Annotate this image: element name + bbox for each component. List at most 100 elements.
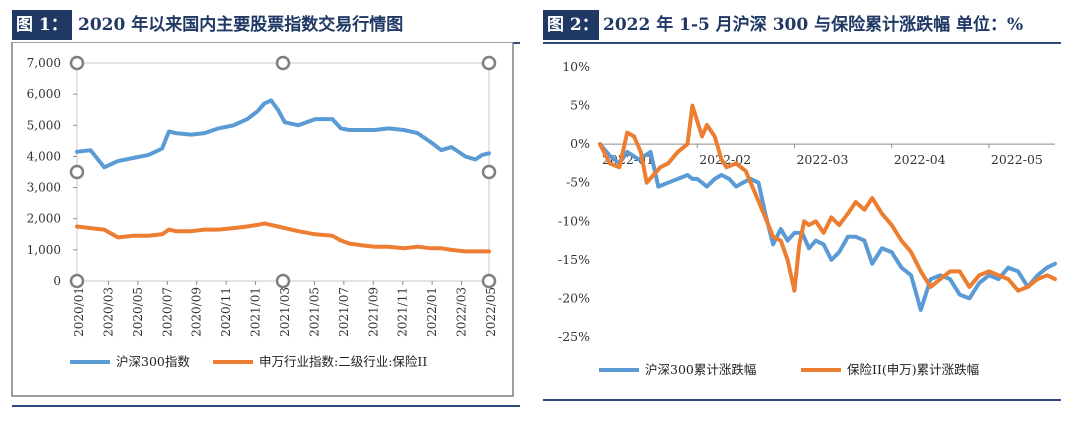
chart2-series-2-point	[823, 232, 825, 234]
chart1-series-2-point	[76, 226, 78, 227]
chart2-series-2-point	[646, 182, 648, 184]
chart1-series-2-point	[464, 250, 466, 252]
chart2-legend-label: 保险II(申万)累计涨跌幅	[847, 362, 979, 377]
resize-handle-icon[interactable]	[275, 55, 291, 71]
resize-handle-icon[interactable]	[481, 55, 497, 71]
chart2-series-2-point	[1027, 286, 1029, 288]
chart1-series-2-point	[175, 230, 177, 232]
chart1-series-2-point	[103, 229, 105, 231]
chart1-x-tick-label: 2020/07	[160, 287, 174, 337]
chart1-series-2-point	[161, 233, 163, 235]
resize-handle-icon[interactable]	[481, 273, 497, 289]
chart2-series-1-point	[638, 159, 640, 161]
figure2-bottom-rule	[543, 399, 1061, 401]
chart1-series-2-point	[403, 247, 405, 249]
chart2-series-2-point	[780, 240, 782, 242]
resize-handle-icon[interactable]	[275, 273, 291, 289]
resize-handle-icon[interactable]	[69, 55, 85, 71]
chart1-x-tick-label: 2020/03	[101, 287, 115, 337]
chart2-series-2-point	[735, 162, 737, 164]
chart2-series-1-point	[793, 232, 795, 234]
chart1-series-2-point	[474, 250, 476, 252]
figure1-title-bar: 图 1： 2020 年以来国内主要股票指数交易行情图	[12, 8, 520, 44]
resize-handle-icon[interactable]	[481, 164, 497, 180]
chart1-series-1	[75, 98, 491, 170]
resize-handle-icon[interactable]	[69, 164, 85, 180]
chart1-y-tick-label: 6,000	[27, 87, 61, 101]
chart2-series-1-point	[968, 297, 970, 299]
chart2-series-2-point	[745, 170, 747, 172]
chart1-series-1-point	[90, 149, 92, 151]
chart2-series-2-point	[838, 224, 840, 226]
chart2-series-2-point	[725, 166, 727, 168]
chart1-series-2-point	[263, 222, 265, 224]
chart2-series-1-point	[930, 278, 932, 280]
figure1-chart[interactable]: 0 1,000 2,000 3,000 4,000 5,000 6,000 7,000 202…	[0, 42, 520, 402]
chart2-series-1-point	[949, 278, 951, 280]
figure2-panel: 图 2： 2022 年 1-5 月沪深 300 与保险累计涨跌幅 单位：% -2…	[543, 0, 1063, 421]
chart1-series-1-point	[374, 129, 376, 131]
chart1-series-1-point	[331, 118, 333, 120]
chart2-series-2-point	[871, 197, 873, 199]
chart1-series-1-point	[246, 118, 248, 120]
chart2-series-1-point	[863, 240, 865, 242]
chart1-series-1-point	[417, 132, 418, 134]
chart1-x-tick-label: 2020/09	[190, 287, 204, 337]
chart2-series-2-point	[1054, 278, 1056, 280]
chart1-series-1-point	[76, 151, 78, 153]
chart2-series-2-point	[599, 143, 601, 145]
chart1-series-1-point	[263, 103, 265, 104]
chart2-series-2-point	[667, 162, 669, 164]
chart2-series-2-point	[1037, 278, 1038, 280]
figure2-title: 2022 年 1-5 月沪深 300 与保险累计涨跌幅 单位：%	[603, 15, 1024, 35]
chart1-series-2-point	[270, 224, 272, 226]
chart2-series-2-point	[1007, 278, 1009, 280]
chart1-series-2-point	[374, 246, 376, 248]
chart2-series-1-point	[650, 151, 652, 153]
chart1-series-2-point	[440, 247, 442, 249]
chart2-series-1-point	[855, 236, 857, 238]
chart2-series-2-point	[787, 259, 789, 261]
chart2-series-1-point	[677, 178, 679, 180]
chart2-series-2-point	[855, 201, 857, 203]
chart1-series-2-point	[277, 226, 279, 227]
chart1-series-1-point	[314, 118, 316, 120]
chart2-series-1-point	[691, 178, 693, 180]
chart2-series-2-point	[900, 240, 902, 242]
chart2-series-1-point	[871, 263, 873, 265]
chart1-series-2-point	[246, 226, 248, 227]
chart2-series-1-point	[667, 182, 669, 184]
chart2-series-2-point	[863, 209, 865, 211]
chart2-series-1-point	[900, 267, 902, 269]
chart1-series-2-point	[168, 229, 170, 231]
chart2-series-group	[598, 103, 1057, 312]
chart1-selection-handles[interactable]	[69, 55, 497, 289]
chart1-series-2-point	[481, 250, 483, 252]
chart1-x-tick-label: 2021/07	[337, 287, 351, 337]
chart2-series-2-point	[659, 166, 661, 168]
chart2-series-1-point	[891, 251, 893, 253]
chart1-y-tick-label: 2,000	[27, 212, 61, 226]
chart2-series-2-point	[1046, 274, 1048, 276]
chart1-y-tick-label: 4,000	[27, 149, 61, 163]
chart2-x-tick-label: 2022-05	[991, 152, 1043, 167]
chart2-series-2-point	[920, 270, 922, 272]
chart2-y-tick-label: -10%	[558, 213, 590, 228]
chart2-series-1-point	[706, 186, 708, 188]
chart1-series-1-point	[403, 129, 405, 131]
resize-handle-icon[interactable]	[69, 273, 85, 289]
chart2-series-1-point	[714, 178, 716, 180]
chart1-series-1-point	[297, 124, 299, 126]
chart2-series-2-point	[793, 290, 795, 292]
chart2-series-2-point	[687, 143, 688, 145]
chart1-series-1-point	[148, 154, 149, 156]
chart1-series-1-point	[132, 157, 134, 159]
chart1-series-2-line	[75, 221, 491, 254]
chart1-series-1-point	[103, 166, 105, 168]
chart1-x-tick-label: 2020/01	[72, 287, 86, 337]
chart1-series-1-point	[175, 132, 177, 134]
figure2-tag: 图 2：	[543, 10, 599, 40]
chart2-series-1-point	[742, 182, 744, 184]
chart2-series-2-point	[677, 151, 679, 153]
chart1-series-2-point	[331, 235, 333, 237]
